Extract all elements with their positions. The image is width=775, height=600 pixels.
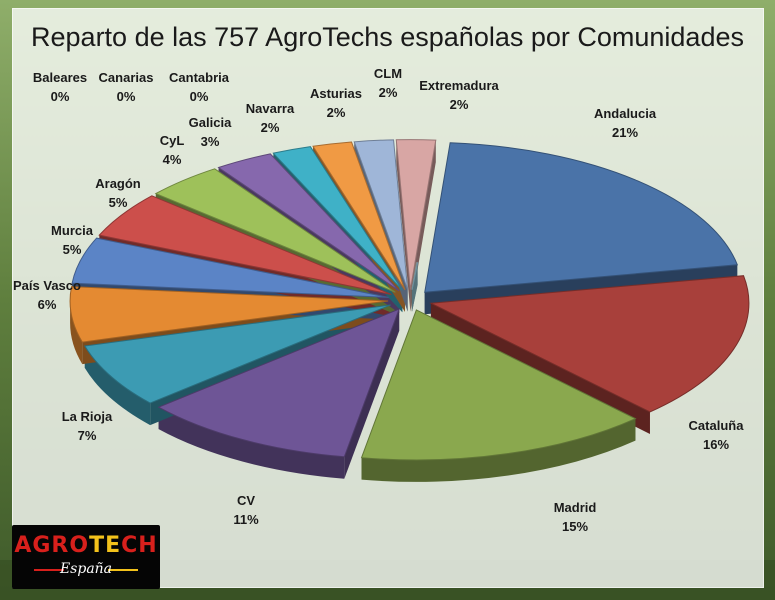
slice-label-value: 2%: [379, 85, 398, 100]
slice-side-4: [84, 346, 151, 426]
slice-label-name: Aragón: [95, 176, 141, 191]
pie-slice-andalucia[interactable]: [424, 142, 739, 293]
slice-label-value: 0%: [117, 89, 136, 104]
slice-label-value: 0%: [51, 89, 70, 104]
logo-brand: AGROTECH: [12, 533, 160, 558]
slice-label-name: Cantabria: [169, 70, 230, 85]
slice-wall-16-1: [412, 262, 418, 312]
slice-wall-13-0: [396, 139, 411, 312]
slice-label-value: 15%: [562, 519, 588, 534]
slice-label-name: Madrid: [554, 500, 597, 515]
slice-label-value: 2%: [450, 97, 469, 112]
agrotech-logo: AGROTECH España: [12, 525, 160, 589]
pie-slice-galicia[interactable]: [217, 153, 400, 292]
slice-label-value: 6%: [38, 297, 57, 312]
slice-label-value: 2%: [261, 120, 280, 135]
slice-label-name: Navarra: [246, 101, 295, 116]
logo-stripe-right: [108, 569, 138, 571]
logo-stripe-left: [34, 569, 64, 571]
slice-label-value: 7%: [78, 428, 97, 443]
slice-wall-3-0: [344, 309, 400, 479]
pie-slice-catalu-a[interactable]: [429, 275, 750, 413]
pie-slice-asturias[interactable]: [312, 141, 406, 291]
slice-label-value: 5%: [109, 195, 128, 210]
pie-slice-la-rioja[interactable]: [84, 304, 391, 404]
logo-brand-c: CH: [121, 533, 158, 558]
pie-slice-clm[interactable]: [353, 139, 409, 290]
slice-side-5: [70, 300, 83, 365]
pie-slice-navarra[interactable]: [272, 146, 403, 291]
slice-label-name: Galicia: [189, 115, 232, 130]
slice-side-3: [158, 407, 345, 479]
slice-label-name: CLM: [374, 66, 402, 81]
logo-brand-a: AGRO: [14, 533, 90, 558]
slice-label-name: CyL: [160, 133, 185, 148]
slice-label-value: 3%: [201, 134, 220, 149]
slice-label-name: CV: [237, 493, 255, 508]
pie-slice-madrid[interactable]: [360, 309, 637, 461]
pie-slice-pa-s-vasco[interactable]: [69, 286, 389, 343]
logo-brand-b: TE: [89, 533, 122, 558]
pie-slice-cyl[interactable]: [154, 168, 396, 293]
slice-label-name: Baleares: [33, 70, 87, 85]
slice-label-value: 21%: [612, 125, 638, 140]
slice-label-value: 4%: [163, 152, 182, 167]
slice-label-value: 0%: [190, 89, 209, 104]
pie-slice-arag-n[interactable]: [98, 195, 392, 295]
logo-subtitle: España: [59, 561, 113, 577]
slice-label-name: Extremadura: [419, 78, 499, 93]
pie-slice-extremadura[interactable]: [395, 139, 437, 290]
pie-slice-baleares[interactable]: [411, 262, 419, 290]
slice-label-value: 11%: [233, 512, 259, 527]
slice-label-name: La Rioja: [62, 409, 113, 424]
slice-side-2: [361, 418, 636, 482]
slice-label-name: Cataluña: [689, 418, 745, 433]
slice-label-value: 16%: [703, 437, 729, 452]
slice-label-name: Murcia: [51, 223, 94, 238]
slice-label-name: País Vasco: [13, 278, 81, 293]
slice-label-value: 2%: [327, 105, 346, 120]
pie-slice-murcia[interactable]: [71, 237, 389, 298]
slice-label-name: Canarias: [99, 70, 154, 85]
slice-label-name: Asturias: [310, 86, 362, 101]
pie-slice-cv[interactable]: [157, 308, 401, 458]
chart-title: Reparto de las 757 AgroTechs españolas p…: [31, 22, 744, 52]
slice-label-value: 5%: [63, 242, 82, 257]
slice-label-name: Andalucia: [594, 106, 657, 121]
